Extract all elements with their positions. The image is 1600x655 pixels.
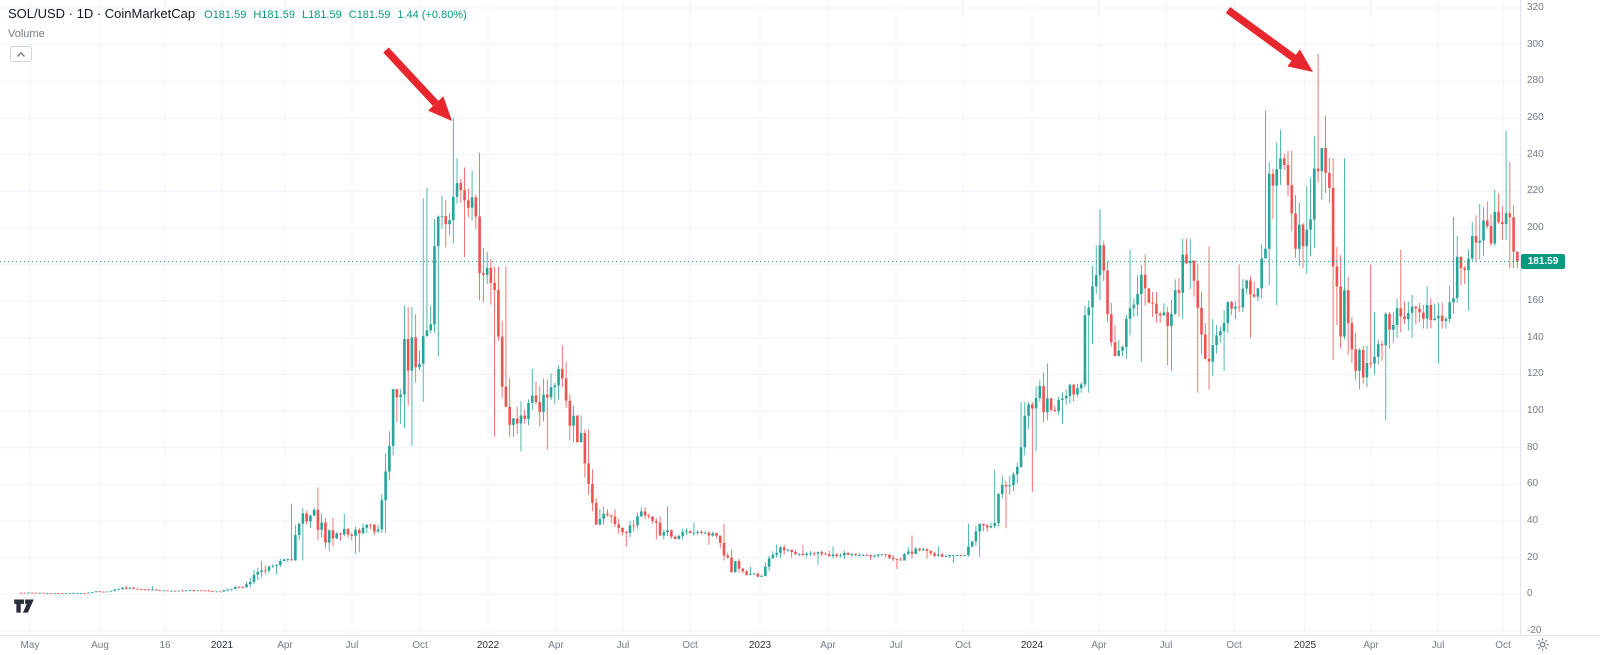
close-value: C181.59 <box>348 9 391 21</box>
tradingview-logo-icon <box>14 599 34 613</box>
annotation-arrowhead[interactable] <box>1287 49 1313 72</box>
price-axis[interactable]: 3203002802602402202001801601401201008060… <box>1520 0 1600 636</box>
time-tick-label: 2023 <box>748 640 772 651</box>
price-tick-label: 320 <box>1527 2 1544 13</box>
symbol-title[interactable]: SOL/USD · 1D · CoinMarketCap <box>8 6 196 21</box>
time-tick-label: Jul <box>889 640 903 651</box>
annotation-arrowhead[interactable] <box>427 96 452 121</box>
price-tick-label: 0 <box>1527 588 1533 600</box>
time-axis[interactable]: May Aug 16 2021 Apr Jul Oct 2022 Apr Jul Oct 2023 Ap… <box>0 635 1600 655</box>
time-tick-label: Jul <box>345 640 359 651</box>
time-tick-label: 2021 <box>210 640 234 651</box>
time-tick-label: Apr <box>1091 640 1107 651</box>
price-tick-label: 220 <box>1527 185 1544 197</box>
chart-legend: SOL/USD · 1D · CoinMarketCap O181.59 H18… <box>8 6 467 21</box>
time-tick-label: Apr <box>277 640 293 651</box>
price-tick-label: 260 <box>1527 111 1544 123</box>
high-value: H181.59 <box>253 9 295 21</box>
price-tick-label: 20 <box>1527 551 1539 563</box>
price-tick-label: 40 <box>1527 515 1539 527</box>
low-value: L181.59 <box>301 9 342 21</box>
price-tick-label: 240 <box>1527 148 1544 160</box>
ohlc-readout: O181.59 H181.59 L181.59 C181.59 1.44 (+0… <box>204 9 467 21</box>
time-tick-label: Jul <box>1431 640 1445 651</box>
time-tick-label: Oct <box>1495 640 1511 651</box>
time-tick-label: 2025 <box>1293 640 1317 651</box>
time-tick-label: Aug <box>91 640 109 651</box>
time-tick-label: 16 <box>159 640 171 651</box>
volume-indicator-label[interactable]: Volume <box>8 28 45 40</box>
time-tick-label: Apr <box>548 640 564 651</box>
time-tick-label: Jul <box>1159 640 1173 651</box>
annotation-arrow[interactable] <box>1225 6 1296 61</box>
time-tick-label: Jul <box>616 640 630 651</box>
time-tick-label: Oct <box>1226 640 1242 651</box>
price-tick-label: 160 <box>1527 295 1544 307</box>
chevron-up-icon <box>16 51 26 57</box>
price-tick-label: 60 <box>1527 478 1539 490</box>
open-value: O181.59 <box>204 9 247 21</box>
price-tick-label: 280 <box>1527 75 1544 87</box>
price-tick-label: 300 <box>1527 38 1544 50</box>
time-tick-label: Apr <box>1363 640 1379 651</box>
time-tick-label: Apr <box>820 640 836 651</box>
price-tick-label: 200 <box>1527 221 1544 233</box>
last-price-value: 181.59 <box>1527 256 1559 268</box>
price-tick-label: -20 <box>1527 625 1542 636</box>
time-tick-label: Oct <box>412 640 428 651</box>
time-tick-label: 2022 <box>476 640 500 651</box>
collapse-legend-button[interactable] <box>10 46 32 62</box>
price-tick-label: 140 <box>1527 331 1544 343</box>
price-tick-label: 120 <box>1527 368 1544 380</box>
last-price-badge: 181.59 <box>1521 254 1565 270</box>
time-tick-label: May <box>20 640 40 651</box>
settings-gear-icon[interactable] <box>1536 638 1549 651</box>
time-tick-label: 2024 <box>1020 640 1044 651</box>
change-value: 1.44 (+0.80%) <box>397 9 467 21</box>
price-tick-label: 80 <box>1527 441 1539 453</box>
price-tick-label: 100 <box>1527 405 1544 417</box>
candlestick-chart-area[interactable] <box>0 0 1520 635</box>
time-tick-label: Oct <box>955 640 971 651</box>
annotation-arrow[interactable] <box>383 47 439 106</box>
time-tick-label: Oct <box>682 640 698 651</box>
tradingview-logo[interactable] <box>12 593 36 617</box>
